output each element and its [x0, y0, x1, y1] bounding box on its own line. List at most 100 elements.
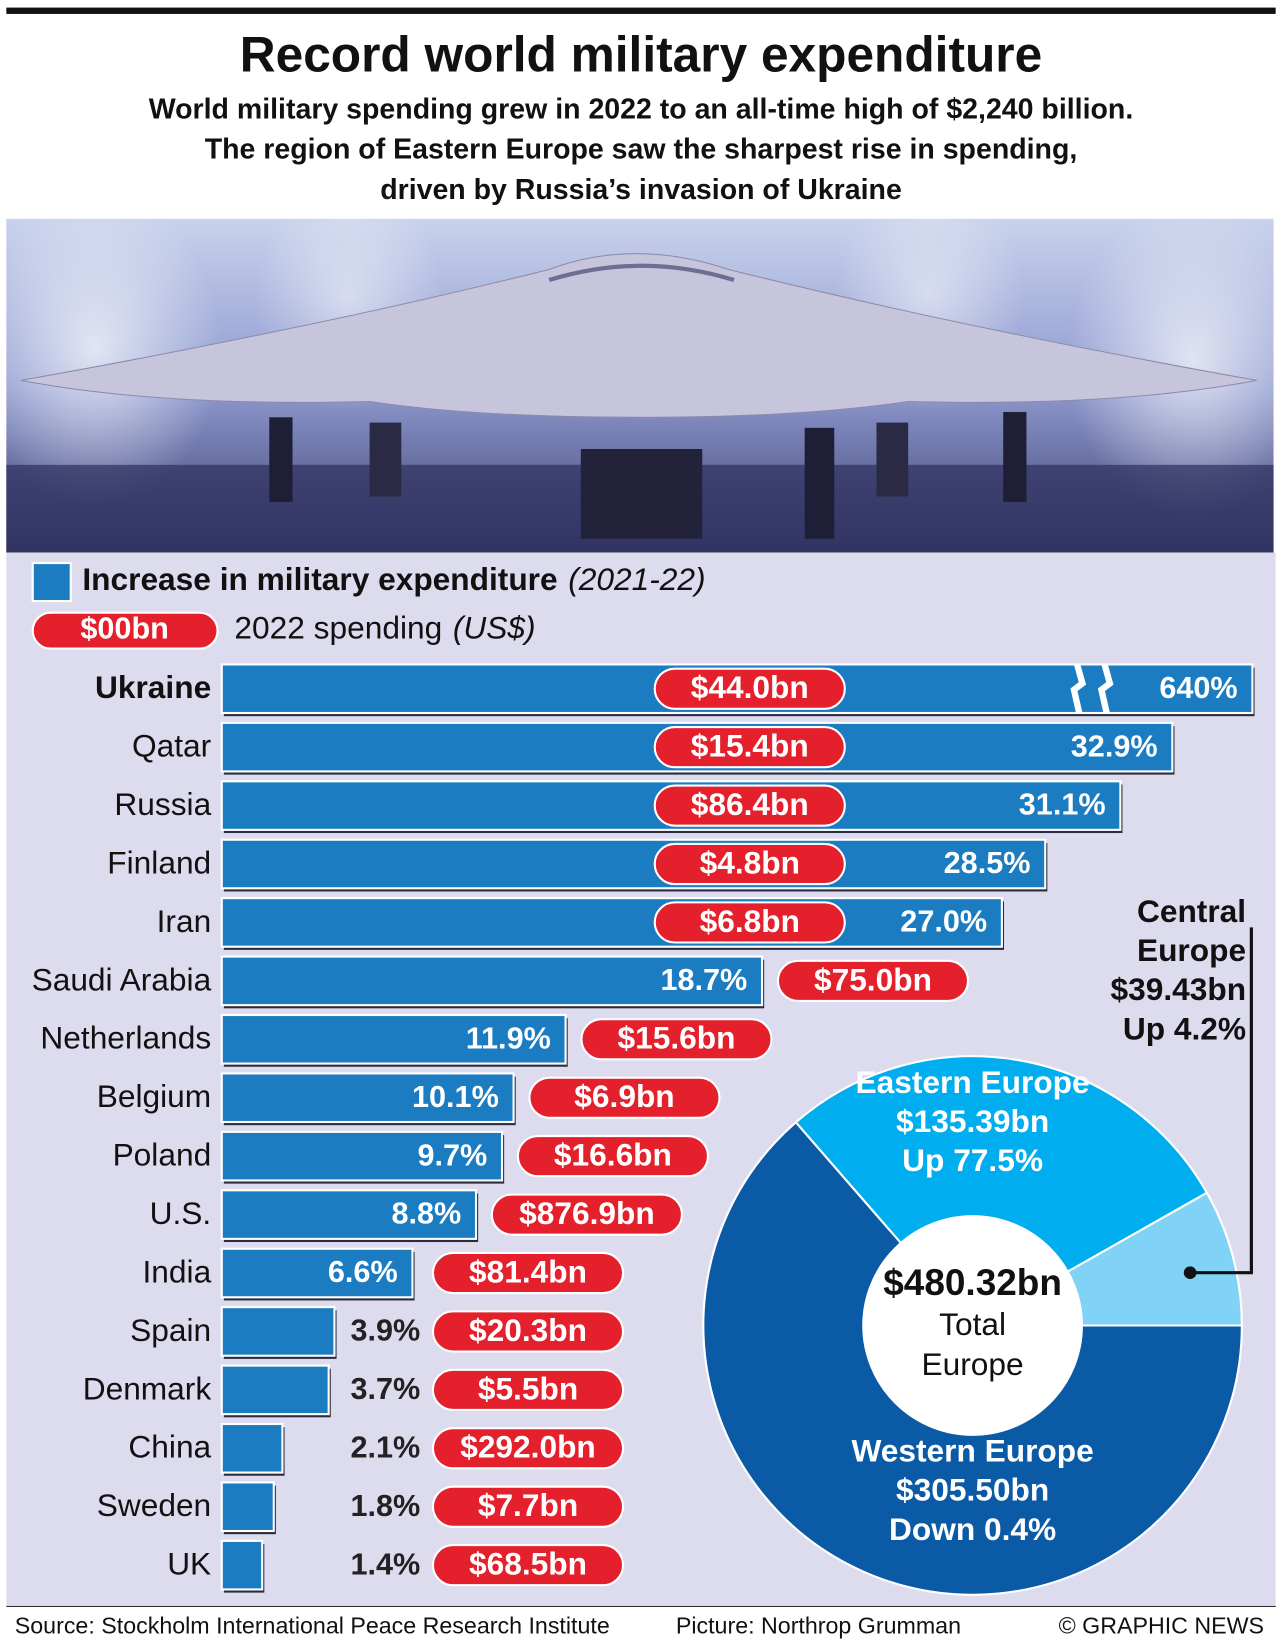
subtitle: driven by Russia’s invasion of Ukraine — [380, 174, 902, 206]
category-label: Russia — [114, 786, 211, 822]
subtitle: The region of Eastern Europe saw the sha… — [205, 134, 1078, 166]
percent-label: 10.1% — [412, 1080, 499, 1114]
spending-pill — [653, 667, 846, 710]
category-label: Central Europe — [1136, 894, 1247, 969]
spending-label: $81.4bn — [469, 1253, 587, 1289]
spending-label: $20.3bn — [469, 1312, 587, 1348]
bar — [220, 1189, 478, 1240]
spending-pill — [490, 1193, 684, 1236]
category-label: Western Europe — [851, 1433, 1093, 1469]
credit: Picture: Northrop Grumman — [676, 1613, 961, 1639]
legend-label: Increase in military expenditure (2021-22… — [82, 561, 705, 597]
spending-pill — [516, 1135, 710, 1178]
spending-label: $15.4bn — [691, 728, 809, 764]
category-label: Iran — [157, 903, 212, 939]
percent-label: 640% — [1159, 671, 1237, 705]
category-label: Netherlands — [40, 1020, 211, 1056]
bar — [220, 955, 764, 1007]
spending-pill — [653, 726, 846, 769]
spending-label: $4.8bn — [700, 844, 800, 880]
legend-swatch — [31, 561, 72, 603]
percent-label: 11.9% — [466, 1021, 551, 1055]
percent-label: 3.9% — [351, 1314, 421, 1348]
percent-label: 27.0% — [900, 905, 987, 939]
category-label: Saudi Arabia — [32, 961, 212, 997]
change-label: Up 77.5% — [902, 1142, 1043, 1178]
bar — [220, 1539, 264, 1591]
percent-label: 1.8% — [351, 1489, 421, 1523]
percent-label: 31.1% — [1019, 788, 1106, 822]
subtitle: World military spending grew in 2022 to … — [149, 94, 1133, 126]
copyright: © GRAPHIC NEWS — [1059, 1613, 1264, 1639]
axis-break — [1070, 663, 1087, 714]
percent-label: 28.5% — [944, 846, 1031, 880]
top-rule — [6, 7, 1276, 14]
value-label: $39.43bn — [1110, 972, 1247, 1008]
percent-label: 3.7% — [351, 1372, 421, 1406]
central-label-text: Central Europe $39.43bn Up 4.2% — [1045, 893, 1246, 1049]
spending-label: $68.5bn — [469, 1546, 587, 1582]
bar — [220, 1481, 275, 1533]
category-label: Ukraine — [95, 669, 211, 705]
spending-pill — [431, 1251, 625, 1295]
category-label: Sweden — [97, 1487, 211, 1523]
spending-pill — [580, 1018, 773, 1061]
spending-label: $15.6bn — [618, 1020, 736, 1056]
legend-label: 2022 spending (US$) — [234, 610, 535, 646]
total-label: Europe — [922, 1346, 1024, 1382]
spending-label: $6.9bn — [574, 1078, 674, 1114]
spending-label: $16.6bn — [554, 1137, 672, 1173]
category-label: Spain — [130, 1312, 211, 1348]
legend-name: Increase in military expenditure — [82, 561, 557, 597]
percent-label: 6.6% — [328, 1255, 398, 1289]
axis-break — [1097, 663, 1114, 714]
category-label: Qatar — [132, 728, 212, 764]
spending-pill — [431, 1368, 625, 1411]
bar — [220, 1072, 515, 1124]
value-label: $135.39bn — [896, 1103, 1049, 1139]
bar — [220, 1422, 284, 1474]
spending-label: $86.4bn — [691, 786, 809, 822]
spending-pill — [653, 842, 846, 886]
category-label: Belgium — [97, 1078, 211, 1114]
total-label: Total — [939, 1306, 1006, 1342]
spending-pill — [653, 901, 846, 944]
bar — [220, 1364, 330, 1416]
percent-label: 9.7% — [417, 1138, 487, 1172]
legend-swatch — [31, 611, 219, 650]
percent-label: 8.8% — [391, 1197, 461, 1231]
donut-slice — [794, 1055, 1209, 1327]
bar — [220, 897, 1003, 948]
percent-label: 18.7% — [660, 963, 747, 997]
category-label: UK — [167, 1546, 211, 1582]
change-label: Up 4.2% — [1122, 1011, 1247, 1047]
title: Record world military expenditure — [240, 26, 1042, 82]
bar-chart: Ukraine 640% $44.0bn Qatar 32.9% $15.4bn Russi… — [32, 663, 1255, 1593]
percent-label: 2.1% — [351, 1430, 421, 1464]
category-label: China — [128, 1429, 211, 1465]
bar — [220, 1247, 414, 1299]
spending-pill — [528, 1076, 721, 1119]
spending-label: $5.5bn — [478, 1370, 578, 1406]
category-label: U.S. — [150, 1195, 212, 1231]
category-label: Poland — [113, 1137, 212, 1173]
spending-pill — [431, 1427, 625, 1470]
spending-pill — [653, 784, 846, 827]
legend: Increase in military expenditure (2021-22… — [31, 561, 706, 650]
spending-label: $876.9bn — [519, 1195, 655, 1231]
spending-pill — [431, 1485, 625, 1528]
percent-label: 32.9% — [1071, 729, 1158, 763]
category-label: India — [143, 1253, 212, 1289]
category-label: Denmark — [83, 1370, 212, 1406]
bar — [220, 838, 1047, 890]
legend-sample: $00bn — [80, 612, 168, 646]
spending-pill — [776, 959, 970, 1002]
spending-label: $7.7bn — [478, 1487, 578, 1523]
legend-period: (2021-22) — [568, 561, 705, 597]
pointer-line — [1190, 927, 1253, 1275]
total-value: $480.32bn — [883, 1262, 1062, 1303]
category-label: Eastern Europe — [856, 1064, 1090, 1100]
